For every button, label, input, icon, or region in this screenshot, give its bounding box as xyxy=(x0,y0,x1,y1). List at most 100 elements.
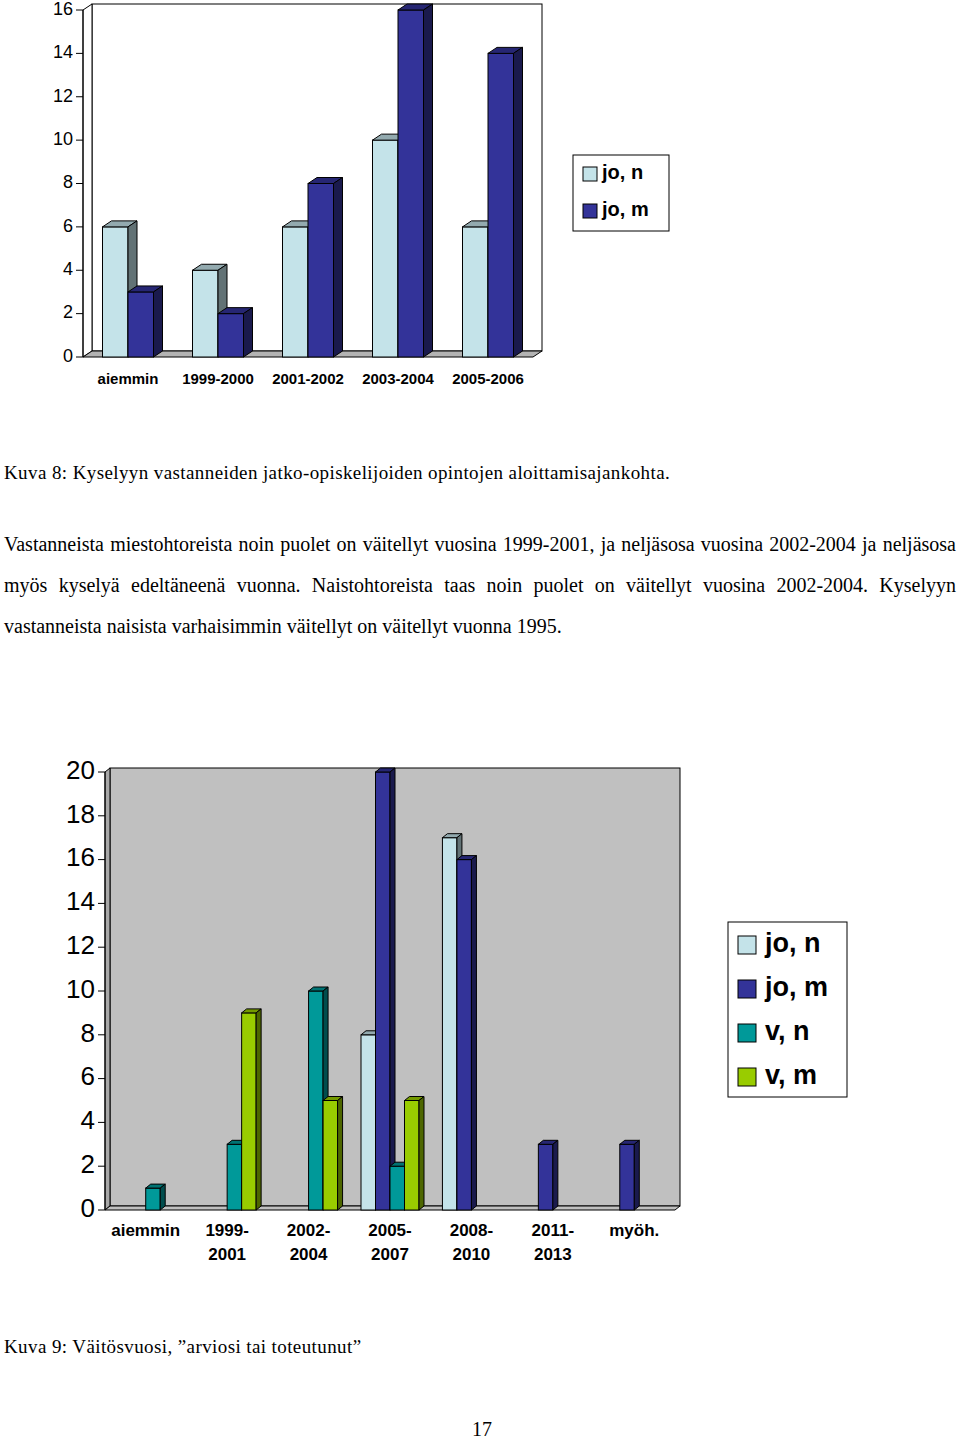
bar xyxy=(620,1140,640,1210)
bar xyxy=(376,768,396,1210)
legend-box xyxy=(728,922,847,1097)
bar-side xyxy=(419,1097,424,1211)
bar xyxy=(308,178,343,358)
bar xyxy=(488,47,523,357)
y-tick-label: 8 xyxy=(81,1018,95,1048)
side-wall xyxy=(105,768,110,1210)
bar xyxy=(398,4,433,357)
bar-front xyxy=(486,1210,501,1211)
y-tick-label: 6 xyxy=(63,216,73,236)
x-tick-label: 2011-2013 xyxy=(532,1221,575,1264)
label-line: 2001 xyxy=(208,1245,246,1264)
y-tick xyxy=(98,815,105,816)
label-line: 1999- xyxy=(205,1221,248,1240)
bar-front xyxy=(308,184,334,358)
label-line: 2010 xyxy=(453,1245,491,1264)
y-tick xyxy=(76,270,83,271)
bar-front xyxy=(488,53,514,357)
bar-front xyxy=(103,227,129,357)
x-tick-label: aiemmin xyxy=(98,370,159,387)
bar-front xyxy=(390,1166,405,1210)
x-tick-label: 2002-2004 xyxy=(287,1221,330,1264)
bar xyxy=(457,856,477,1210)
bar xyxy=(538,1140,558,1210)
bar-front xyxy=(131,1210,146,1211)
bar-front xyxy=(405,1101,420,1211)
x-tick-label: 2003-2004 xyxy=(362,370,434,387)
bar-front xyxy=(294,1210,309,1211)
bar xyxy=(218,308,253,357)
y-tick-label: 12 xyxy=(53,86,73,106)
label-line: 2011- xyxy=(532,1221,575,1240)
legend-label: v, n xyxy=(765,1016,810,1046)
charts: 0246810121416aiemmin1999-20002001-200220… xyxy=(0,0,960,1442)
y-tick-label: 2 xyxy=(81,1149,95,1179)
bar-front xyxy=(198,1210,213,1211)
bar xyxy=(128,286,163,357)
bar-front xyxy=(620,1144,635,1210)
y-tick xyxy=(98,772,105,773)
legend: jo, njo, mv, nv, m xyxy=(728,922,847,1097)
label-line: 2004 xyxy=(290,1245,328,1264)
x-tick-label: 1999-2000 xyxy=(182,370,254,387)
y-tick-label: 10 xyxy=(66,974,95,1004)
y-tick xyxy=(76,96,83,97)
bar xyxy=(242,1009,262,1210)
y-tick-label: 0 xyxy=(81,1193,95,1223)
y-tick xyxy=(98,903,105,904)
bars xyxy=(146,768,640,1210)
bar-front xyxy=(442,838,457,1210)
y-tick-label: 16 xyxy=(53,0,73,19)
x-tick-label: myöh. xyxy=(609,1221,659,1240)
bar-side xyxy=(553,1140,558,1210)
y-tick-label: 8 xyxy=(63,172,73,192)
bar-front xyxy=(649,1210,664,1211)
y-tick xyxy=(98,1034,105,1035)
y-tick-label: 4 xyxy=(81,1105,95,1135)
caption: Kuva 9: Väitösvuosi, ”arviosi tai toteut… xyxy=(4,1336,362,1358)
legend-label: jo, m xyxy=(601,198,649,220)
bar-side xyxy=(244,308,253,357)
x-tick-label: 2005- 2007 xyxy=(368,1221,411,1264)
chart: 0246810121416aiemmin1999-20002001-200220… xyxy=(53,0,669,387)
bar-front xyxy=(283,227,309,357)
legend-swatch xyxy=(738,936,756,954)
bar-front xyxy=(193,270,219,357)
legend-box xyxy=(573,155,669,231)
bar-front xyxy=(160,1210,175,1211)
y-tick xyxy=(76,10,83,11)
label-line: 2005- xyxy=(368,1221,411,1240)
page-number: 17 xyxy=(0,1418,960,1441)
y-tick xyxy=(76,183,83,184)
y-tick xyxy=(76,313,83,314)
bar-side xyxy=(514,47,523,357)
bar-front xyxy=(605,1210,620,1211)
y-tick-label: 6 xyxy=(81,1061,95,1091)
legend: jo, njo, m xyxy=(573,155,669,231)
bars xyxy=(103,4,523,357)
bar-front xyxy=(538,1144,553,1210)
label-line: 2007 xyxy=(371,1245,409,1264)
y-tick-label: 16 xyxy=(66,842,95,872)
x-tick-label: 1999- 2001 xyxy=(205,1221,248,1264)
bar-front xyxy=(361,1035,376,1210)
bar-front xyxy=(323,1101,338,1211)
y-tick-label: 14 xyxy=(66,886,95,916)
bar-front xyxy=(567,1210,582,1211)
bar-front xyxy=(146,1188,161,1210)
legend-swatch xyxy=(583,204,597,218)
bar-front xyxy=(242,1013,257,1210)
bar xyxy=(323,1097,343,1211)
x-tick-label: aiemmin xyxy=(111,1221,180,1240)
legend-label: jo, m xyxy=(764,972,828,1002)
y-tick-label: 14 xyxy=(53,42,73,62)
bar-front xyxy=(524,1210,539,1211)
bar-side xyxy=(160,1184,165,1210)
y-tick xyxy=(76,226,83,227)
caption: Kuva 8: Kyselyyn vastanneiden jatko-opis… xyxy=(4,462,670,484)
chart: 02468101214161820aiemmin1999-20012002-20… xyxy=(66,755,847,1264)
y-tick xyxy=(98,947,105,948)
bar-front xyxy=(128,292,154,357)
x-tick-label: 2008-2010 xyxy=(450,1221,493,1264)
y-tick-label: 20 xyxy=(66,755,95,785)
